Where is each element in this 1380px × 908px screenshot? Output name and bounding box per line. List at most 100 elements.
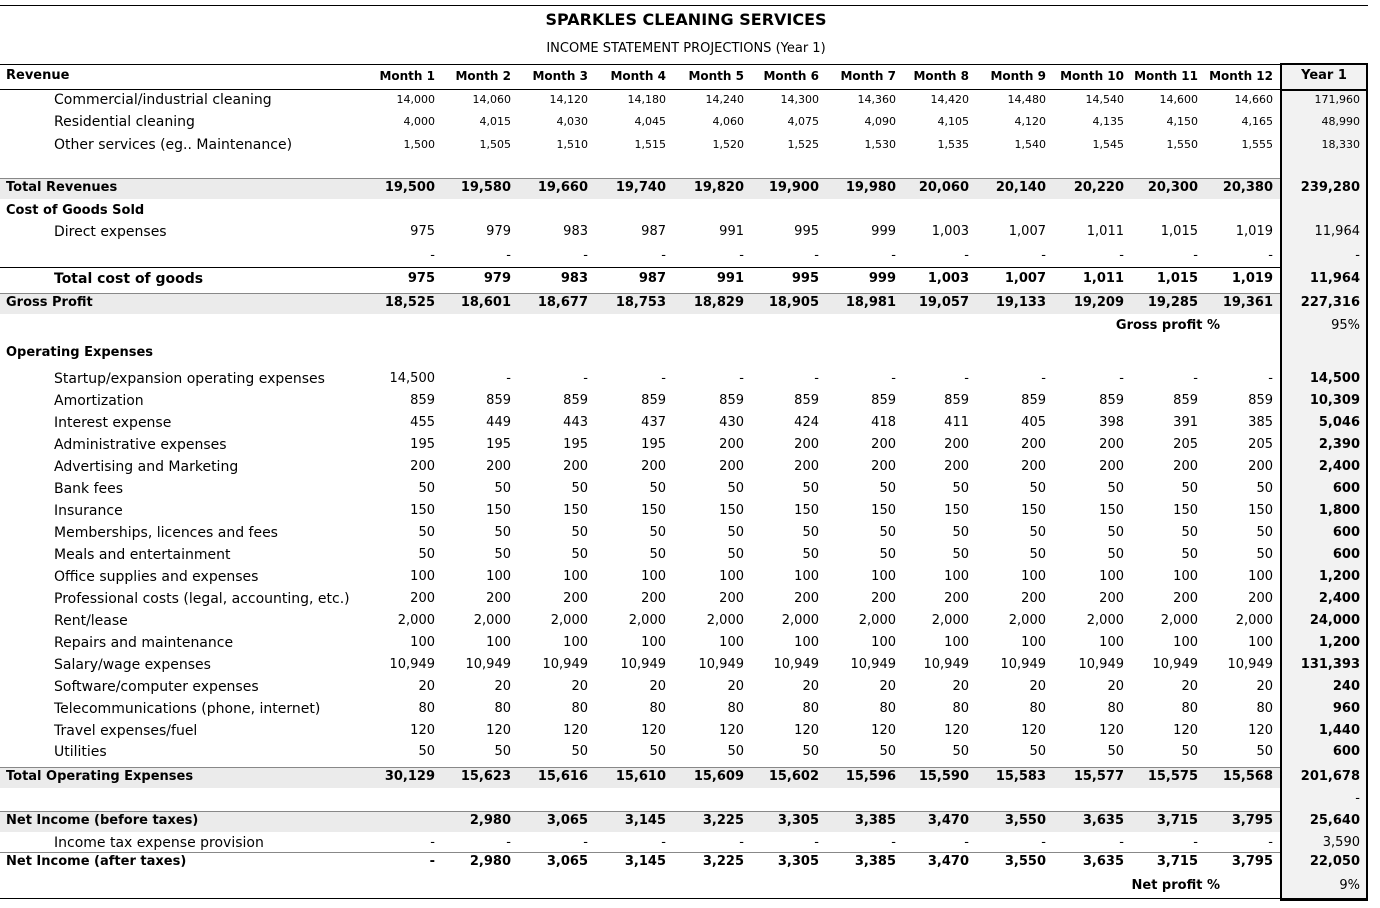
cell: 979 bbox=[486, 224, 511, 239]
year-header: Year 1 bbox=[1301, 68, 1347, 83]
cell: 200 bbox=[641, 459, 666, 474]
cell: 80 bbox=[1107, 701, 1124, 716]
header-rule bbox=[0, 89, 1280, 90]
cell: 2,000 bbox=[1160, 613, 1198, 628]
cell: 50 bbox=[571, 547, 588, 562]
cell: 200 bbox=[944, 437, 969, 452]
cell: 1,510 bbox=[556, 138, 589, 151]
year-cell: 18,330 bbox=[1321, 138, 1361, 151]
cell: 987 bbox=[638, 271, 666, 286]
cell: 80 bbox=[571, 701, 588, 716]
cell: 449 bbox=[486, 415, 511, 430]
cell: 4,165 bbox=[1241, 115, 1274, 128]
cell: 20,140 bbox=[995, 180, 1046, 195]
cell: 18,905 bbox=[768, 295, 819, 310]
cell: 4,120 bbox=[1014, 115, 1047, 128]
cell: 1,520 bbox=[712, 138, 745, 151]
row-label: Repairs and maintenance bbox=[54, 635, 234, 651]
cell: 20 bbox=[649, 679, 666, 694]
cell: 19,133 bbox=[995, 295, 1046, 310]
cell: 120 bbox=[641, 723, 666, 738]
cell: 3,225 bbox=[702, 813, 744, 828]
cell: - bbox=[739, 248, 744, 263]
cell: 1,535 bbox=[937, 138, 970, 151]
cell: 100 bbox=[1021, 635, 1046, 650]
cell: 14,660 bbox=[1234, 93, 1274, 106]
year-cell: 131,393 bbox=[1300, 657, 1360, 672]
cell: 120 bbox=[719, 723, 744, 738]
cell: 1,545 bbox=[1092, 138, 1125, 151]
section-header: Revenue bbox=[6, 68, 70, 83]
cell: 120 bbox=[944, 723, 969, 738]
cell: 50 bbox=[571, 481, 588, 496]
cell: 430 bbox=[719, 415, 744, 430]
cell: 14,480 bbox=[1007, 93, 1047, 106]
cell: 995 bbox=[791, 271, 819, 286]
cell: 2,980 bbox=[469, 854, 511, 869]
cell: 1,007 bbox=[1004, 271, 1046, 286]
cell: 150 bbox=[794, 503, 819, 518]
cell: 195 bbox=[641, 437, 666, 452]
cell: 50 bbox=[1029, 481, 1046, 496]
cell: 50 bbox=[802, 481, 819, 496]
cell: 3,715 bbox=[1156, 854, 1198, 869]
cell: 150 bbox=[641, 503, 666, 518]
cell: 4,000 bbox=[403, 115, 436, 128]
cell: 18,829 bbox=[693, 295, 744, 310]
cell: 200 bbox=[486, 459, 511, 474]
cell: - bbox=[583, 248, 588, 263]
cell: 10,949 bbox=[850, 657, 897, 672]
row-band bbox=[0, 178, 1280, 199]
cell: 100 bbox=[871, 635, 896, 650]
cell: 200 bbox=[794, 591, 819, 606]
cell: 1,015 bbox=[1160, 224, 1198, 239]
column-header: Month 9 bbox=[990, 69, 1046, 83]
cell: 20,220 bbox=[1073, 180, 1124, 195]
cell: - bbox=[1268, 371, 1273, 386]
cell: 15,583 bbox=[995, 769, 1046, 784]
cell: 14,180 bbox=[627, 93, 667, 106]
cell: 100 bbox=[486, 569, 511, 584]
cell: 120 bbox=[1021, 723, 1046, 738]
cell: 2,000 bbox=[931, 613, 969, 628]
cell: 150 bbox=[719, 503, 744, 518]
cell: - bbox=[1119, 248, 1124, 263]
cell: - bbox=[1193, 835, 1198, 850]
cell: 3,145 bbox=[624, 854, 666, 869]
column-header: Month 11 bbox=[1134, 69, 1198, 83]
cell: 975 bbox=[407, 271, 435, 286]
cell: - bbox=[1041, 835, 1046, 850]
cell: 200 bbox=[871, 459, 896, 474]
cell: 50 bbox=[1181, 481, 1198, 496]
cell: 80 bbox=[1256, 701, 1273, 716]
cell: 15,616 bbox=[537, 769, 588, 784]
cell: 3,795 bbox=[1231, 813, 1273, 828]
year-cell: 1,440 bbox=[1318, 723, 1360, 738]
cell: 80 bbox=[1029, 701, 1046, 716]
cell: 19,740 bbox=[615, 180, 666, 195]
cell: 19,980 bbox=[845, 180, 896, 195]
cell: 19,580 bbox=[460, 180, 511, 195]
cell: 859 bbox=[944, 393, 969, 408]
cell: 455 bbox=[410, 415, 435, 430]
bottom-rule bbox=[0, 898, 1368, 899]
cell: 3,470 bbox=[927, 854, 969, 869]
cell: 100 bbox=[1173, 635, 1198, 650]
cell: 3,635 bbox=[1082, 813, 1124, 828]
cell: 1,003 bbox=[931, 224, 969, 239]
cell: - bbox=[661, 248, 666, 263]
cell: 200 bbox=[1099, 591, 1124, 606]
cell: 4,060 bbox=[712, 115, 745, 128]
cell: 2,000 bbox=[1086, 613, 1124, 628]
cell: 100 bbox=[641, 635, 666, 650]
cell: 50 bbox=[802, 525, 819, 540]
cell: 1,019 bbox=[1235, 224, 1273, 239]
cell: 50 bbox=[649, 525, 666, 540]
year-cell: 2,390 bbox=[1318, 437, 1360, 452]
year-cell: 201,678 bbox=[1300, 769, 1360, 784]
cell: 18,601 bbox=[460, 295, 511, 310]
cell: 100 bbox=[1021, 569, 1046, 584]
cell: 20,060 bbox=[918, 180, 969, 195]
row-label: Startup/expansion operating expenses bbox=[54, 371, 325, 387]
cell: 4,090 bbox=[864, 115, 897, 128]
